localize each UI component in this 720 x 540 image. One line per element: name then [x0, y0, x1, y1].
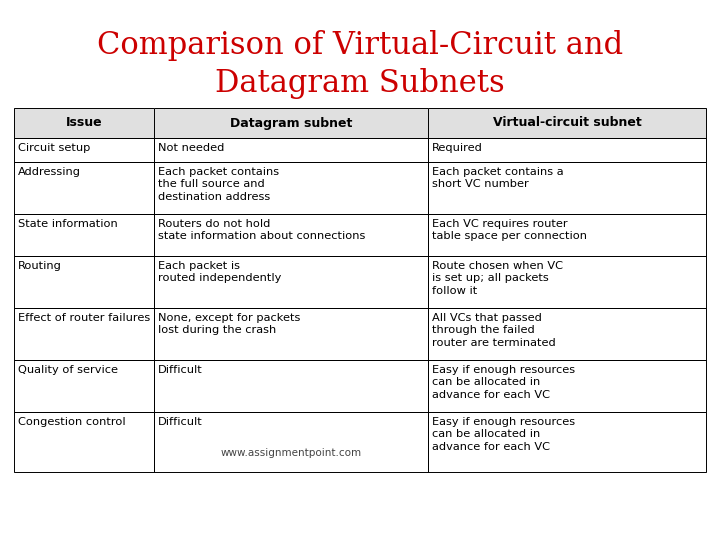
Text: Circuit setup: Circuit setup — [18, 143, 91, 153]
Text: Datagram Subnets: Datagram Subnets — [215, 68, 505, 99]
Text: None, except for packets
lost during the crash: None, except for packets lost during the… — [158, 313, 300, 335]
Text: Difficult: Difficult — [158, 365, 202, 375]
Text: Required: Required — [432, 143, 482, 153]
Text: Quality of service: Quality of service — [18, 365, 118, 375]
Text: Route chosen when VC
is set up; all packets
follow it: Route chosen when VC is set up; all pack… — [432, 261, 563, 296]
Text: Virtual-circuit subnet: Virtual-circuit subnet — [492, 117, 642, 130]
Text: Routers do not hold
state information about connections: Routers do not hold state information ab… — [158, 219, 365, 241]
Text: Issue: Issue — [66, 117, 102, 130]
Text: Not needed: Not needed — [158, 143, 224, 153]
Text: All VCs that passed
through the failed
router are terminated: All VCs that passed through the failed r… — [432, 313, 556, 348]
Text: Easy if enough resources
can be allocated in
advance for each VC: Easy if enough resources can be allocate… — [432, 417, 575, 452]
Text: Congestion control: Congestion control — [18, 417, 125, 427]
Text: Easy if enough resources
can be allocated in
advance for each VC: Easy if enough resources can be allocate… — [432, 365, 575, 400]
Text: Each packet contains
the full source and
destination address: Each packet contains the full source and… — [158, 167, 279, 202]
Text: Comparison of Virtual-Circuit and: Comparison of Virtual-Circuit and — [97, 30, 623, 61]
Text: Each packet is
routed independently: Each packet is routed independently — [158, 261, 282, 284]
Text: www.assignmentpoint.com: www.assignmentpoint.com — [220, 448, 361, 458]
Text: Difficult: Difficult — [158, 417, 202, 427]
Text: Datagram subnet: Datagram subnet — [230, 117, 352, 130]
Text: State information: State information — [18, 219, 118, 229]
Text: Each VC requires router
table space per connection: Each VC requires router table space per … — [432, 219, 587, 241]
Text: Routing: Routing — [18, 261, 62, 271]
Text: Addressing: Addressing — [18, 167, 81, 177]
Text: Each packet contains a
short VC number: Each packet contains a short VC number — [432, 167, 563, 190]
Text: Effect of router failures: Effect of router failures — [18, 313, 150, 323]
